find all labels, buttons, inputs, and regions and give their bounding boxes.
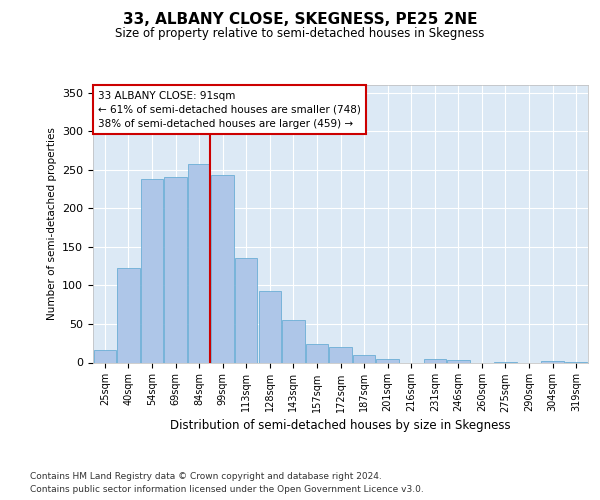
Bar	[353, 355, 375, 362]
Bar	[306, 344, 328, 362]
Bar	[376, 358, 399, 362]
Bar	[164, 176, 187, 362]
Text: Contains public sector information licensed under the Open Government Licence v3: Contains public sector information licen…	[30, 485, 424, 494]
Text: Size of property relative to semi-detached houses in Skegness: Size of property relative to semi-detach…	[115, 28, 485, 40]
Bar	[211, 175, 234, 362]
Bar	[447, 360, 470, 362]
Bar	[329, 347, 352, 362]
Bar	[94, 350, 116, 362]
Bar	[117, 268, 140, 362]
Bar	[141, 179, 163, 362]
Bar	[259, 291, 281, 362]
Bar	[541, 361, 564, 362]
X-axis label: Distribution of semi-detached houses by size in Skegness: Distribution of semi-detached houses by …	[170, 418, 511, 432]
Text: 33 ALBANY CLOSE: 91sqm
← 61% of semi-detached houses are smaller (748)
38% of se: 33 ALBANY CLOSE: 91sqm ← 61% of semi-det…	[98, 90, 361, 128]
Bar	[188, 164, 210, 362]
Text: 33, ALBANY CLOSE, SKEGNESS, PE25 2NE: 33, ALBANY CLOSE, SKEGNESS, PE25 2NE	[123, 12, 477, 28]
Bar	[424, 360, 446, 362]
Bar	[235, 258, 257, 362]
Y-axis label: Number of semi-detached properties: Number of semi-detached properties	[47, 128, 56, 320]
Bar	[282, 320, 305, 362]
Text: Contains HM Land Registry data © Crown copyright and database right 2024.: Contains HM Land Registry data © Crown c…	[30, 472, 382, 481]
